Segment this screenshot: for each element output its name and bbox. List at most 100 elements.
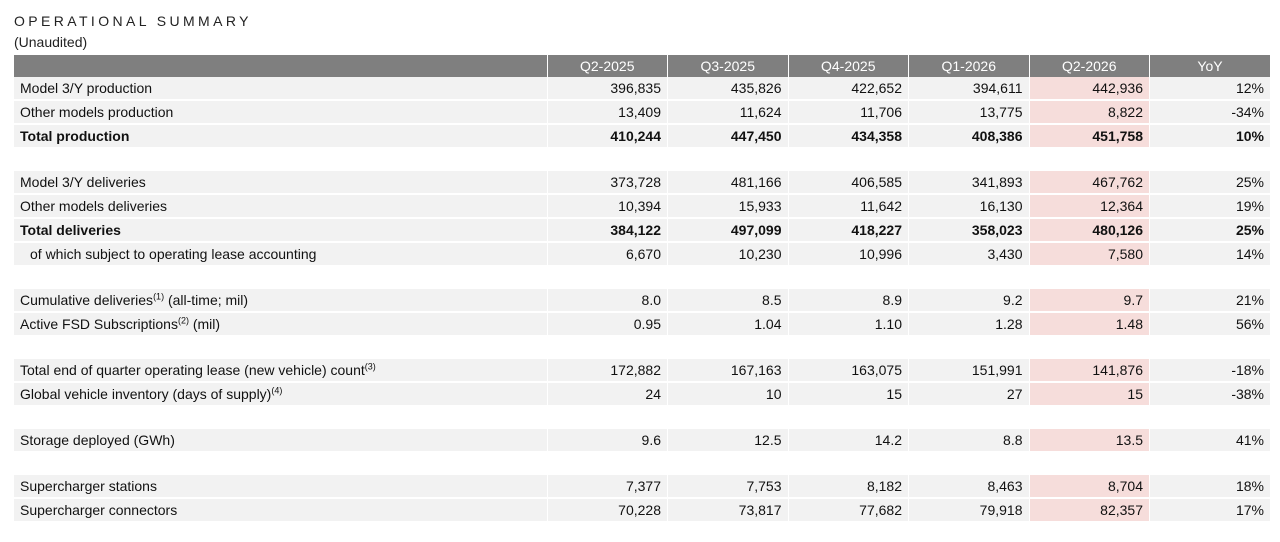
row-label: Active FSD Subscriptions(2) (mil) (14, 312, 547, 337)
value-cell: 13,775 (908, 100, 1029, 125)
value-cell: 79,918 (908, 498, 1029, 523)
value-cell: 467,762 (1028, 171, 1150, 195)
table-row: Total deliveries 384,122 497,099 418,227 358… (14, 218, 1270, 243)
yoy-cell: 17% (1149, 498, 1270, 523)
value-cell: 341,893 (908, 171, 1029, 195)
yoy-cell: 18% (1149, 475, 1270, 499)
value-cell: 10 (667, 382, 788, 407)
row-label-text: Cumulative deliveries (20, 292, 154, 308)
row-label-text: Supercharger stations (20, 478, 157, 494)
spacer-row (14, 336, 1270, 359)
spacer-cell (14, 336, 1270, 359)
value-cell: 14.2 (787, 429, 909, 453)
row-label-text: Active FSD Subscriptions (20, 316, 178, 332)
value-cell: 151,991 (908, 359, 1029, 383)
yoy-cell: 41% (1149, 429, 1270, 453)
value-cell: 435,826 (667, 77, 788, 101)
value-cell: 13.5 (1028, 429, 1150, 453)
row-label: Total deliveries (14, 218, 547, 243)
yoy-cell: 10% (1149, 124, 1270, 149)
value-cell: 8,182 (787, 475, 909, 499)
value-cell: 1.04 (667, 312, 788, 337)
value-cell: 70,228 (546, 498, 668, 523)
header-q2-2026: Q2-2026 (1028, 55, 1150, 77)
value-cell: 8,704 (1028, 475, 1150, 499)
spacer-row (14, 452, 1270, 475)
value-cell: 1.48 (1028, 312, 1150, 337)
value-cell: 9.2 (908, 289, 1029, 313)
header-yoy: YoY (1149, 55, 1270, 77)
value-cell: 497,099 (667, 218, 788, 243)
row-label-suffix: (all-time; mil) (164, 292, 249, 308)
header-label-cell (14, 55, 547, 77)
table-row: Storage deployed (GWh) 9.6 12.5 14.2 8.8 13.5… (14, 429, 1270, 453)
value-cell: 7,377 (546, 475, 668, 499)
value-cell: 10,230 (667, 242, 788, 267)
table-row: Other models deliveries 10,394 15,933 11,64… (14, 194, 1270, 219)
header-q4-2025: Q4-2025 (787, 55, 909, 77)
yoy-cell: 12% (1149, 77, 1270, 101)
value-cell: 1.10 (787, 312, 909, 337)
value-cell: 13,409 (546, 100, 668, 125)
table-row: Cumulative deliveries(1) (all-time; mil)… (14, 289, 1270, 313)
value-cell: 163,075 (787, 359, 909, 383)
value-cell: 422,652 (787, 77, 909, 101)
value-cell: 16,130 (908, 194, 1029, 219)
spacer-row (14, 148, 1270, 171)
value-cell: 82,357 (1028, 498, 1150, 523)
yoy-cell: 25% (1149, 218, 1270, 243)
operational-summary-table: Q2-2025 Q3-2025 Q4-2025 Q1-2026 Q2-2026 … (14, 55, 1270, 523)
value-cell: 8.9 (787, 289, 909, 313)
row-label: Supercharger stations (14, 475, 547, 499)
spacer-cell (14, 148, 1270, 171)
value-cell: 15 (787, 382, 909, 407)
row-label-text: Other models production (20, 104, 174, 120)
spacer-cell (14, 406, 1270, 429)
value-cell: 8.5 (667, 289, 788, 313)
value-cell: 73,817 (667, 498, 788, 523)
header-q1-2026: Q1-2026 (908, 55, 1029, 77)
value-cell: 167,163 (667, 359, 788, 383)
row-label: Model 3/Y deliveries (14, 171, 547, 195)
value-cell: 8,822 (1028, 100, 1150, 125)
value-cell: 11,706 (787, 100, 909, 125)
row-label-text: Total deliveries (20, 222, 121, 238)
table-row: Supercharger stations 7,377 7,753 8,182 8,46… (14, 475, 1270, 499)
spacer-cell (14, 266, 1270, 289)
value-cell: 141,876 (1028, 359, 1150, 383)
row-label-text: Storage deployed (GWh) (20, 432, 175, 448)
value-cell: 8.8 (908, 429, 1029, 453)
value-cell: 481,166 (667, 171, 788, 195)
value-cell: 396,835 (546, 77, 668, 101)
value-cell: 9.7 (1028, 289, 1150, 313)
value-cell: 406,585 (787, 171, 909, 195)
row-label: Model 3/Y production (14, 77, 547, 101)
row-label: Other models production (14, 100, 547, 125)
value-cell: 8.0 (546, 289, 668, 313)
row-label: Total production (14, 124, 547, 149)
value-cell: 12,364 (1028, 194, 1150, 219)
row-label: Other models deliveries (14, 194, 547, 219)
row-label-text: Other models deliveries (20, 198, 168, 214)
row-label: Total end of quarter operating lease (ne… (14, 359, 547, 383)
value-cell: 8,463 (908, 475, 1029, 499)
value-cell: 410,244 (546, 124, 668, 149)
yoy-cell: 21% (1149, 289, 1270, 313)
table-row: Model 3/Y deliveries 373,728 481,166 406,58… (14, 171, 1270, 195)
value-cell: 11,642 (787, 194, 909, 219)
value-cell: 10,996 (787, 242, 909, 267)
value-cell: 1.28 (908, 312, 1029, 337)
spacer-cell (14, 452, 1270, 475)
value-cell: 7,753 (667, 475, 788, 499)
row-label-text: Model 3/Y production (20, 80, 153, 96)
footnote-marker: (2) (177, 315, 189, 326)
yoy-cell: -38% (1149, 382, 1270, 407)
yoy-cell: -18% (1149, 359, 1270, 383)
value-cell: 11,624 (667, 100, 788, 125)
value-cell: 442,936 (1028, 77, 1150, 101)
value-cell: 0.95 (546, 312, 668, 337)
value-cell: 384,122 (546, 218, 668, 243)
value-cell: 12.5 (667, 429, 788, 453)
value-cell: 418,227 (787, 218, 909, 243)
